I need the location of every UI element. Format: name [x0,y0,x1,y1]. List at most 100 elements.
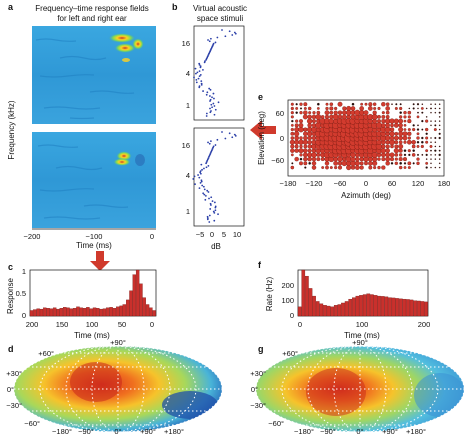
scatter-panel-e [287,99,445,177]
panel-e-point-411 [416,128,420,131]
panel-e-point-402 [412,107,415,110]
stimulus-lower-point-9 [208,142,211,145]
panel-e-point-285 [371,113,378,120]
panel-e-point-168 [337,101,343,107]
panel-e-point-140 [333,160,339,166]
panel-c-ytick-05: 0.5 [16,289,26,298]
panel-e-point-349 [394,131,399,136]
panel-e-point-123 [325,102,329,106]
stimulus-lower-point-34 [193,175,196,178]
panel-c-bar-9 [59,308,64,317]
panel-e-point-421 [421,128,424,131]
panel-e-point-303 [381,157,386,162]
panel-e-point-420 [421,136,424,140]
panel-e-point-197 [346,105,352,111]
panel-e-xtick-4: 60 [388,179,396,188]
panel-e-point-433 [425,132,428,135]
panel-f-xtick-2: 200 [418,320,431,329]
panel-a-letter: a [8,2,14,12]
panel-c-bar-21 [99,308,103,317]
panel-c-ytick-0: 0 [22,311,26,320]
panel-c-letter: c [8,262,13,272]
panel-e-point-447 [430,120,432,122]
panel-e-point-477 [438,107,441,110]
stimulus-lower-point-56 [210,204,212,206]
panel-e-point-428 [425,158,428,160]
panel-f-bar-30 [406,299,410,317]
panel-e-point-320 [385,144,390,149]
panel-e-point-354 [398,165,403,170]
panel-c-bar-12 [69,308,73,317]
panel-f-xlabel: Time (ms) [344,331,380,340]
stimulus-lower-point-40 [194,183,196,186]
panel-a-xtick-2: 0 [150,232,154,241]
panel-b-title-line2: space stimuli [197,14,243,23]
stimulus-upper-point-50 [206,91,209,94]
panel-e-point-45 [303,144,308,149]
panel-c-bar-1 [33,309,37,317]
panel-e-point-358 [398,148,403,153]
panel-f-bar-1 [301,269,306,317]
panel-e-point-328 [385,110,390,115]
panel-e-point-64 [306,118,313,124]
panel-c-bar-35 [145,304,150,317]
panel-e-point-330 [385,102,390,107]
panel-e-point-314 [381,111,385,115]
panel-f-bar-33 [417,300,421,317]
panel-e-point-363 [398,127,404,133]
panel-c-bar-32 [135,269,140,317]
panel-e-point-288 [372,102,377,106]
panel-c-bar-16 [82,308,87,317]
panel-e-point-33 [299,136,303,140]
panel-e-point-416 [416,103,420,106]
panel-e-point-30 [298,148,304,154]
panel-e-point-215 [354,160,360,166]
panel-c-bar-19 [92,307,97,317]
panel-c-bar-34 [142,297,146,317]
panel-e-point-1 [291,162,294,165]
panel-e-point-353 [395,103,398,106]
panel-e-point-155 [337,161,343,166]
panel-c-ylabel: Response [6,277,15,314]
panel-e-xtick-2: −60 [334,179,347,188]
panel-e-point-276 [371,151,378,158]
panel-b-ytick-4-upper: 4 [186,69,190,78]
panel-e-point-302 [381,165,386,170]
panel-e-point-55 [307,156,312,162]
panel-e-point-425 [421,103,424,105]
panel-e-point-24 [295,111,298,114]
stimulus-lower-point-51 [208,197,210,200]
panel-e-point-47 [303,135,308,141]
stimulus-lower-point-67 [206,218,209,221]
panel-b-title-line1: Virtual acoustic [193,4,247,13]
panel-e-point-413 [416,115,420,119]
stimulus-lower-point-49 [204,195,207,197]
panel-e-point-166 [337,114,343,120]
panel-f-bar-18 [362,294,367,317]
panel-e-point-213 [351,102,355,106]
panel-e-point-244 [364,161,368,166]
panel-e-xlabel: Azimuth (deg) [341,191,391,200]
stimulus-upper-point-60 [210,103,213,106]
panel-e-point-403 [412,103,415,106]
panel-e-point-386 [407,149,411,153]
panel-e-point-423 [421,111,424,114]
panel-e-point-137 [329,106,334,111]
panel-e-letter: e [258,92,263,102]
panel-f-bar-23 [380,296,385,317]
panel-f-bar-28 [398,298,403,317]
panel-c-bar-36 [149,307,153,317]
panel-e-point-467 [438,153,441,157]
panel-f-bar-14 [348,298,353,317]
panel-e-point-69 [311,161,317,166]
panel-c-bar-29 [126,299,130,317]
panel-e-point-41 [303,161,308,166]
stimulus-lower-point-42 [202,185,205,188]
panel-e-point-339 [390,123,394,128]
panel-e-point-181 [341,110,347,116]
panel-e-point-385 [408,153,411,157]
panel-e-point-417 [421,154,424,156]
panel-e-point-48 [303,131,308,137]
panel-e-point-365 [398,118,404,124]
stimulus-upper-point-39 [197,77,200,80]
